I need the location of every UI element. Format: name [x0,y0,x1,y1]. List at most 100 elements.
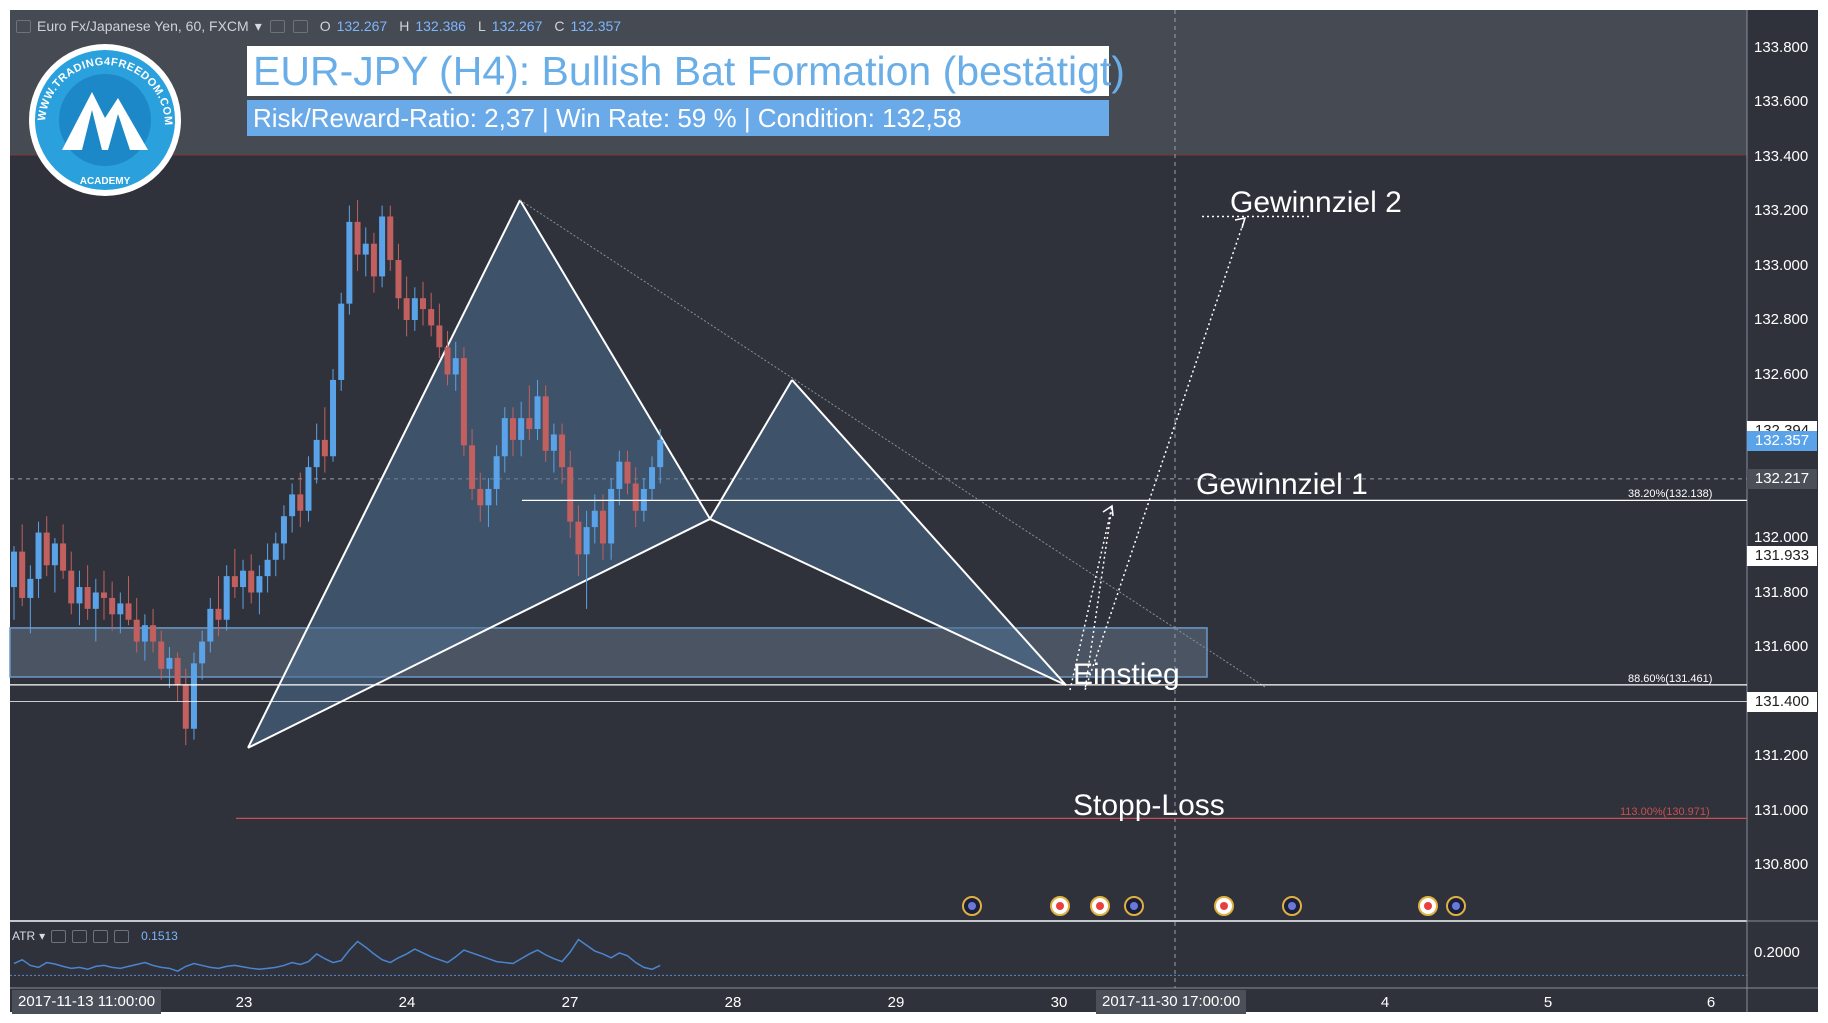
leg-xb [247,518,711,749]
candle-body [321,439,328,457]
logo-text-bottom: ACADEMY [80,176,131,187]
candle-body [436,325,443,348]
candle-body [632,483,639,511]
atr-label[interactable]: ATR [12,929,36,943]
candle [542,385,549,462]
candle-body [485,488,492,506]
candle-body [248,570,255,593]
candle [289,483,296,533]
candle-body [428,309,435,326]
candle [608,478,615,560]
projection-arrow2 [1234,217,1247,229]
stop-loss-label: Stopp-Loss [1073,789,1225,822]
candle-body [526,418,533,429]
candle [403,276,410,337]
more-icon[interactable] [93,929,109,943]
candle-body [305,467,312,511]
candle [182,668,189,746]
candle-body [76,587,83,604]
candle-body [534,396,541,429]
symbol-label[interactable]: Euro Fx/Japanese Yen, 60, FXCM [37,18,249,34]
settings-icon[interactable] [269,19,285,33]
candle-body [567,467,574,522]
candle-body [354,221,361,255]
price-tick: 132.000 [1754,529,1809,546]
candle [280,505,287,560]
price-axis-bg [1747,10,1818,1012]
candle [534,379,541,440]
candle-body [469,445,476,489]
candle [330,369,337,462]
candle [354,200,361,271]
candle-body [624,461,631,484]
candle [166,647,173,688]
price-tick: 131.800 [1754,583,1809,601]
mountain-shade [82,110,102,150]
chevron-down-icon[interactable]: ▾ [254,17,262,34]
price-badge: 132.217 [1747,468,1817,489]
candle [444,330,451,386]
price-tick: 133.600 [1754,93,1809,110]
eye-icon[interactable] [51,929,67,943]
price-tick: 132.800 [1754,311,1809,328]
price-tick: 131.000 [1754,801,1809,819]
candle [485,478,492,528]
candle-body [616,461,623,489]
candle [395,243,402,310]
candle-body [387,216,394,261]
candle-body [141,625,148,642]
mountain-icon [62,92,148,150]
candle [272,532,279,577]
event-dot [1096,902,1104,910]
candle [133,597,140,653]
candle [452,341,459,391]
close-icon[interactable] [292,19,308,33]
close-value: 132.357 [570,18,622,34]
candle [346,205,353,315]
leg-xa [247,199,521,749]
event-dot [1452,902,1460,910]
candle-body [559,434,566,468]
candle [649,456,656,500]
candle [657,429,664,484]
chevron-down-icon[interactable]: ▾ [39,929,46,943]
candle-body [289,494,296,517]
candle-body [477,488,484,506]
time-tick: 6 [1706,994,1716,1011]
fib-level-88: 88.60%(131.461) [1628,673,1713,685]
candle-body [43,532,50,566]
economic-events[interactable] [962,896,1466,916]
candle-body [313,439,320,468]
candle-body [117,603,124,615]
candle [35,521,42,598]
candle [559,423,566,484]
candle-body [550,434,557,451]
collapse-icon[interactable] [16,19,31,33]
candle [493,445,500,506]
candle [190,652,197,740]
candle-body [166,657,173,669]
settings-icon[interactable] [72,929,88,943]
candle-body [649,467,656,489]
low-value: 132.267 [491,18,543,34]
candle-body [256,576,263,593]
candle-body [182,685,189,729]
candle-body [346,221,353,304]
close-icon[interactable] [114,929,130,943]
candle-body [608,488,615,544]
event-dot [1056,902,1064,910]
event-marker [1446,896,1466,916]
chart-subtitle: Risk/Reward-Ratio: 2,37 | Win Rate: 59 %… [247,100,1109,136]
candle-body [591,510,598,528]
candle-body [575,521,582,555]
bat-pattern [247,199,1266,749]
candle-body [338,303,345,380]
candle-body [207,608,214,642]
candle [550,423,557,473]
candle [338,292,345,391]
candle [469,429,476,500]
price-badge: 131.400 [1747,691,1817,712]
close-label: C [554,18,565,34]
